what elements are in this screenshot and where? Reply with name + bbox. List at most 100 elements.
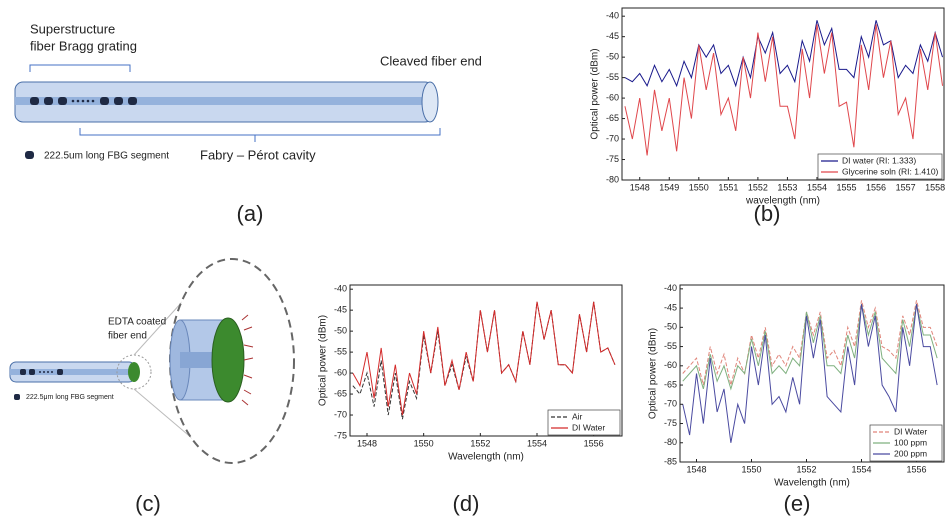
y-tick-label: -50 (334, 326, 347, 336)
legend-label: DI Water (572, 422, 605, 432)
x-tick-label: 1552 (796, 464, 816, 474)
y-tick-label: -70 (334, 409, 347, 419)
y-axis-label: Optical power (dBm) (590, 48, 601, 139)
chart: 1548 1550 1552 1554 1556 -85 -80 -75 -70 -65 -60 -5… (648, 283, 945, 489)
x-tick-label: 1550 (414, 438, 434, 448)
zoom-coating (211, 317, 245, 403)
legend: DI water (RI: 1.333)Glycerine soln (RI: … (817, 153, 943, 180)
x-tick-label: 1552 (748, 182, 768, 192)
plot-area (682, 300, 938, 443)
y-tick-label: -45 (664, 302, 677, 312)
coating-label: EDTA coated (108, 317, 166, 328)
y-tick-label: -85 (664, 456, 677, 466)
x-tick-label: 1556 (866, 182, 886, 192)
y-tick-label: -80 (664, 437, 677, 447)
y-tick-label: -45 (606, 31, 619, 41)
y-tick-label: -75 (606, 154, 619, 164)
series-line (682, 300, 938, 386)
fbg-segments (30, 97, 137, 105)
panel-label: (e) (784, 491, 811, 516)
x-tick-label: 1548 (630, 182, 650, 192)
legend-label: Air (572, 411, 583, 421)
y-tick-label: -45 (334, 305, 347, 315)
y-axis-label: Optical power (dBm) (648, 328, 659, 419)
x-tick-label: 1549 (659, 182, 679, 192)
legend-label: DI water (RI: 1.333) (842, 155, 916, 165)
fiber-end (421, 81, 439, 123)
end-label: Cleaved fiber end (380, 53, 482, 68)
x-tick-label: 1558 (925, 182, 945, 192)
panel-label: (c) (135, 491, 161, 516)
diagram-a: Superstructure fiber Bragg grating Cleav… (14, 21, 482, 162)
cavity-label: Fabry – Pérot cavity (200, 147, 316, 162)
y-tick-label: -55 (606, 72, 619, 82)
zoom-circle (116, 354, 152, 390)
series-line (624, 24, 944, 156)
segment-legend: 222.5μm long FBG segment (26, 394, 114, 401)
segment-icon (14, 394, 20, 400)
legend-label: DI Water (894, 426, 927, 436)
x-tick-label: 1556 (584, 438, 604, 448)
y-tick-label: -40 (334, 284, 347, 294)
x-tick-label: 1553 (777, 182, 797, 192)
bracket (79, 128, 441, 142)
edta-molecules (241, 314, 254, 406)
y-tick-label: -75 (664, 418, 677, 428)
x-axis-label: wavelength (nm) (745, 196, 820, 207)
legend-label: 100 ppm (894, 437, 927, 447)
coating-label: fiber end (108, 331, 147, 342)
panel-label: (b) (754, 201, 781, 226)
x-axis-label: Wavelength (nm) (448, 452, 524, 463)
plot-frame (349, 284, 623, 437)
chart: 1548 1549 1550 1551 1552 1553 1554 1555 1556 1557… (590, 7, 945, 207)
series-line (624, 20, 943, 88)
y-tick-label: -55 (664, 341, 677, 351)
legend-box (547, 409, 621, 436)
y-tick-label: -65 (334, 388, 347, 398)
fiber-core (15, 97, 433, 105)
x-tick-label: 1554 (807, 182, 827, 192)
y-tick-label: -65 (664, 379, 677, 389)
legend-box (817, 153, 943, 180)
segment-legend: 222.5um long FBG segment (44, 151, 169, 162)
segment-icon (25, 151, 34, 159)
series-line (352, 301, 616, 420)
y-tick-label: -50 (606, 52, 619, 62)
x-tick-label: 1551 (718, 182, 738, 192)
coated-end (128, 362, 140, 382)
x-tick-label: 1554 (851, 464, 871, 474)
x-tick-label: 1550 (741, 464, 761, 474)
y-tick-label: -55 (334, 346, 347, 356)
y-tick-label: -70 (664, 399, 677, 409)
chart: 1548 1550 1552 1554 1556 -75 -70 -65 -60 -55 -50 -4… (318, 284, 623, 463)
series-line (352, 301, 616, 416)
y-tick-label: -40 (664, 283, 677, 293)
panel-label: (a) (237, 201, 264, 226)
plot-frame (679, 284, 945, 463)
legend-label: 200 ppm (894, 448, 927, 458)
x-tick-label: 1552 (470, 438, 490, 448)
legend-label: Glycerine soln (RI: 1.410) (842, 166, 939, 176)
y-axis-label: Optical power (dBm) (318, 315, 329, 406)
x-tick-label: 1548 (357, 438, 377, 448)
grating-label: Superstructure (30, 21, 115, 36)
x-tick-label: 1554 (527, 438, 547, 448)
x-tick-label: 1548 (686, 464, 706, 474)
diagram-c: EDTA coated fiber end 222.5μm long FBG s… (9, 258, 295, 464)
series-line (682, 304, 938, 391)
x-tick-label: 1557 (896, 182, 916, 192)
x-tick-label: 1556 (906, 464, 926, 474)
series-line (682, 304, 938, 443)
x-axis-label: Wavelength (nm) (774, 478, 850, 489)
y-tick-label: -65 (606, 113, 619, 123)
y-tick-label: -50 (664, 322, 677, 332)
fbg-segments (20, 369, 63, 375)
y-tick-label: -80 (606, 174, 619, 184)
plot-frame (621, 7, 945, 181)
x-tick-label: 1555 (836, 182, 856, 192)
y-tick-label: -60 (334, 367, 347, 377)
y-tick-label: -60 (664, 360, 677, 370)
